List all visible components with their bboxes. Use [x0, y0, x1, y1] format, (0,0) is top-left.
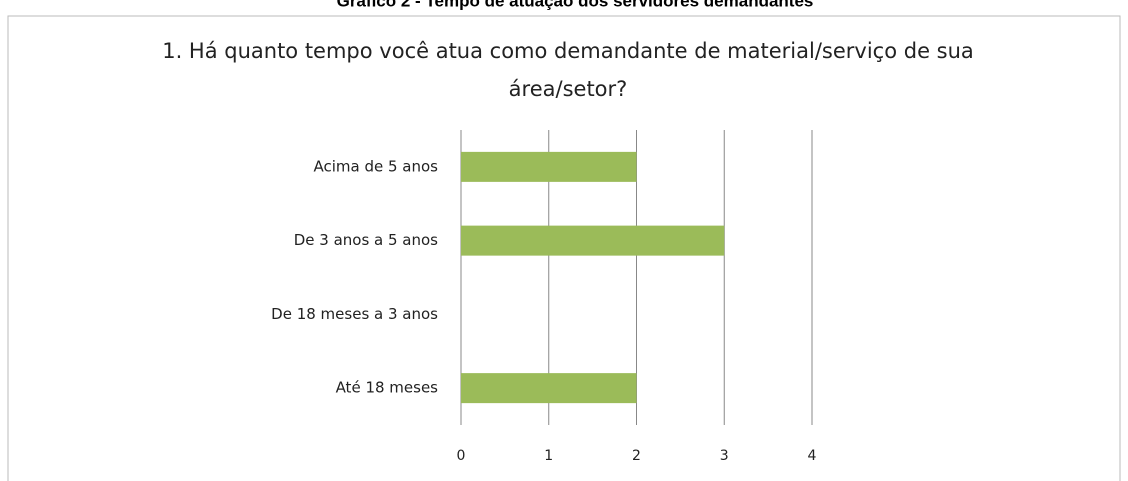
x-tick-label: 4: [808, 448, 817, 464]
x-tick-label: 2: [632, 448, 641, 464]
chart-title: área/setor?: [509, 77, 628, 101]
y-tick-label: Acima de 5 anos: [313, 157, 438, 175]
x-tick-label: 1: [544, 448, 553, 464]
y-tick-label: Até 18 meses: [336, 379, 439, 397]
y-tick-label: De 18 meses a 3 anos: [271, 305, 438, 323]
caption: Gráfico 2 - Tempo de atuação dos servido…: [337, 0, 814, 10]
bar: [461, 151, 637, 182]
x-tick-label: 0: [457, 448, 466, 464]
bar: [461, 225, 725, 256]
bar: [461, 373, 637, 404]
x-tick-label: 3: [720, 448, 729, 464]
y-tick-label: De 3 anos a 5 anos: [294, 231, 438, 249]
chart-title: 1. Há quanto tempo você atua como demand…: [162, 39, 974, 63]
